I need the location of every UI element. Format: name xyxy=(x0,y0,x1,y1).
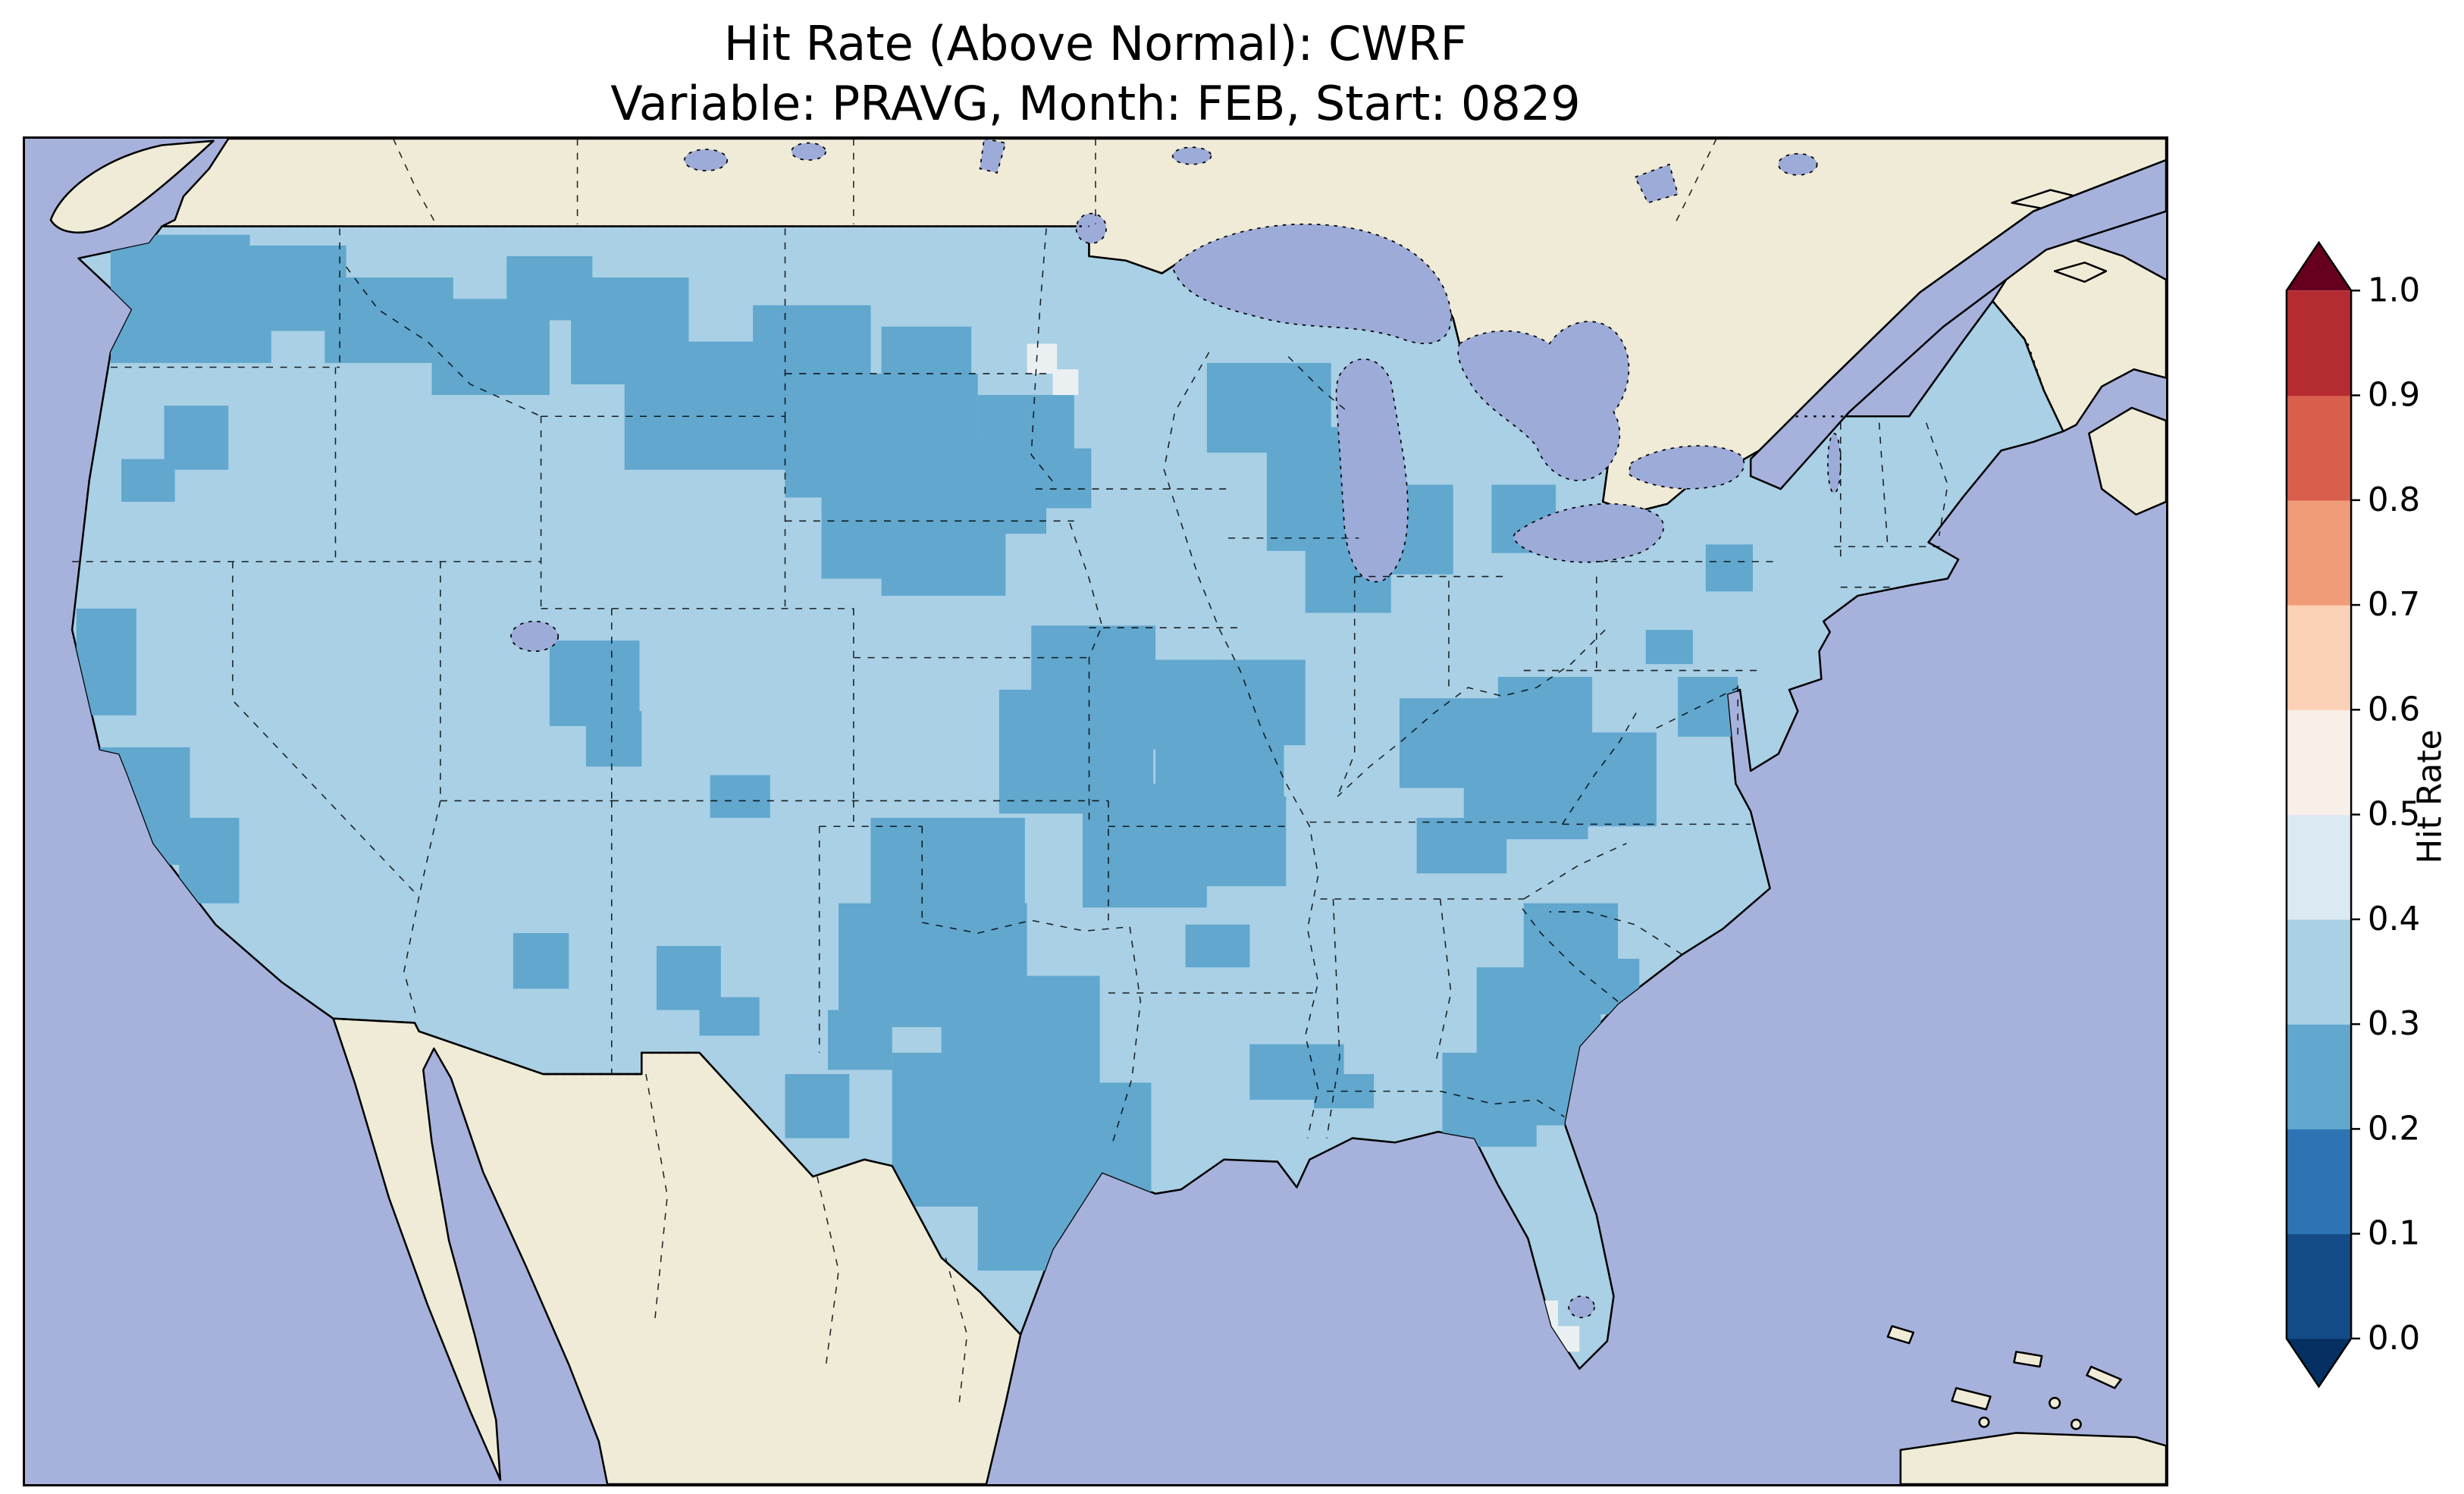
colorbar-segment xyxy=(2286,814,2352,920)
colorbar-tick-label: 1.0 xyxy=(2368,271,2420,309)
low-hit-rate-cells xyxy=(76,234,1753,1352)
colorbar-segment xyxy=(2286,500,2352,606)
colorbar-tick-label: 0.5 xyxy=(2368,796,2420,834)
vancouver-island xyxy=(49,139,215,233)
title-line-2: Variable: PRAVG, Month: FEB, Start: 0829 xyxy=(610,76,1581,132)
lake-huron xyxy=(1457,321,1630,481)
cuba-land xyxy=(1899,1432,2166,1484)
colorbar-tick-label: 0.9 xyxy=(2368,377,2420,415)
colorbar-segment xyxy=(2286,919,2352,1025)
colorbar-tick-label: 0.8 xyxy=(2368,481,2420,519)
lake-of-the-woods xyxy=(1075,212,1107,244)
title-line-1: Hit Rate (Above Normal): CWRF xyxy=(723,16,1468,71)
lake-michigan xyxy=(1335,358,1409,583)
lake-erie xyxy=(1513,503,1664,563)
great-salt-lake xyxy=(510,620,560,653)
colorbar-segment xyxy=(2286,605,2352,710)
colorbar-tick-label: 0.0 xyxy=(2368,1320,2420,1358)
lake-champlain xyxy=(1826,432,1842,494)
lake-ontario xyxy=(1628,445,1745,490)
lake-nipigon xyxy=(1634,163,1679,204)
colorbar-segment xyxy=(2286,1233,2352,1339)
lake-okeechobee xyxy=(1568,1295,1595,1319)
colorbar-under-arrow xyxy=(2286,1338,2352,1387)
colorbar-over-arrow xyxy=(2286,242,2352,291)
st-lawrence-river xyxy=(1749,158,2166,490)
state-boundaries xyxy=(72,139,1948,1410)
small-lakes xyxy=(510,139,1842,1319)
colorbar-tick-label: 0.7 xyxy=(2368,586,2420,624)
lake-superior xyxy=(1171,223,1452,345)
colorbar-outline xyxy=(2285,240,2353,1389)
great-lakes xyxy=(1171,223,1745,583)
colorbar-tick-label: 0.3 xyxy=(2368,1005,2420,1043)
colorbar-segment xyxy=(2286,1129,2352,1235)
map-axes xyxy=(23,136,2168,1486)
colorbar-segment xyxy=(2286,709,2352,816)
colorbar-segment xyxy=(2286,290,2352,396)
prince-edward-island xyxy=(2053,262,2108,283)
us-hit-rate-map xyxy=(25,139,2166,1484)
bahamas-islands xyxy=(1886,1325,2122,1430)
colorbar-segment xyxy=(2286,395,2352,501)
lake-winnipeg xyxy=(979,139,1007,174)
colorbar: 0.0 0.1 0.2 0.3 0.4 0.5 0.6 0.7 0.8 0.9 1.0 xyxy=(2285,240,2420,1389)
colorbar-tick-label: 0.6 xyxy=(2368,691,2420,728)
colorbar-label: Hit Rate xyxy=(2410,729,2450,864)
figure-title: Hit Rate (Above Normal): CWRF Variable: … xyxy=(23,14,2168,134)
high-hit-rate-cells xyxy=(1027,343,1580,1352)
colorbar-segment xyxy=(2286,1024,2352,1129)
colorbar-tick-label: 0.2 xyxy=(2368,1110,2420,1148)
colorbar-tick-label: 0.1 xyxy=(2368,1215,2420,1253)
colorbar-tick-label: 0.4 xyxy=(2368,900,2420,938)
nova-scotia-land xyxy=(2088,406,2166,516)
